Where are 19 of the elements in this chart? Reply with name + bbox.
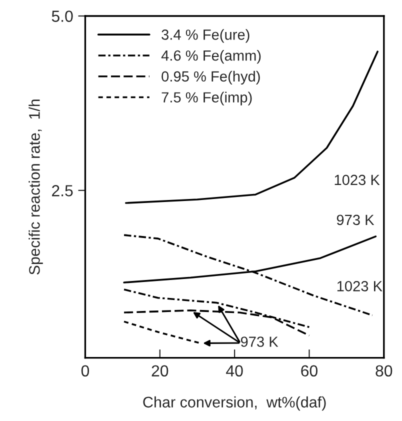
legend-label: 3.4 % Fe(ure) (162, 29, 250, 43)
x-tick-label: 20 (152, 365, 168, 377)
x-tick-label: 40 (226, 365, 243, 377)
x-tick-label: 80 (376, 365, 392, 377)
x-tick-label: 0 (81, 365, 90, 377)
y-tick-label: 5.0 (52, 10, 73, 22)
legend-label: 0.95 % Fe(hyd) (162, 70, 260, 84)
x-axis-title: Char conversion, wt%(daf) (143, 396, 326, 411)
annotation: 973 K (336, 214, 374, 226)
annotation: 973 K (240, 336, 278, 347)
y-tick-label: 2.5 (52, 185, 73, 196)
legend-label: 4.6 % Fe(amm) (161, 50, 261, 64)
line-series (125, 50, 378, 204)
annotation: 1023 K (337, 281, 382, 292)
line-series (123, 234, 374, 316)
y-axis-title: Specific reaction rate, 1/h (28, 100, 43, 275)
legend-label: 7.5 % Fe(imp) (162, 92, 252, 106)
x-tick-label: 60 (301, 365, 318, 377)
annotation: 1023 K (334, 174, 380, 186)
